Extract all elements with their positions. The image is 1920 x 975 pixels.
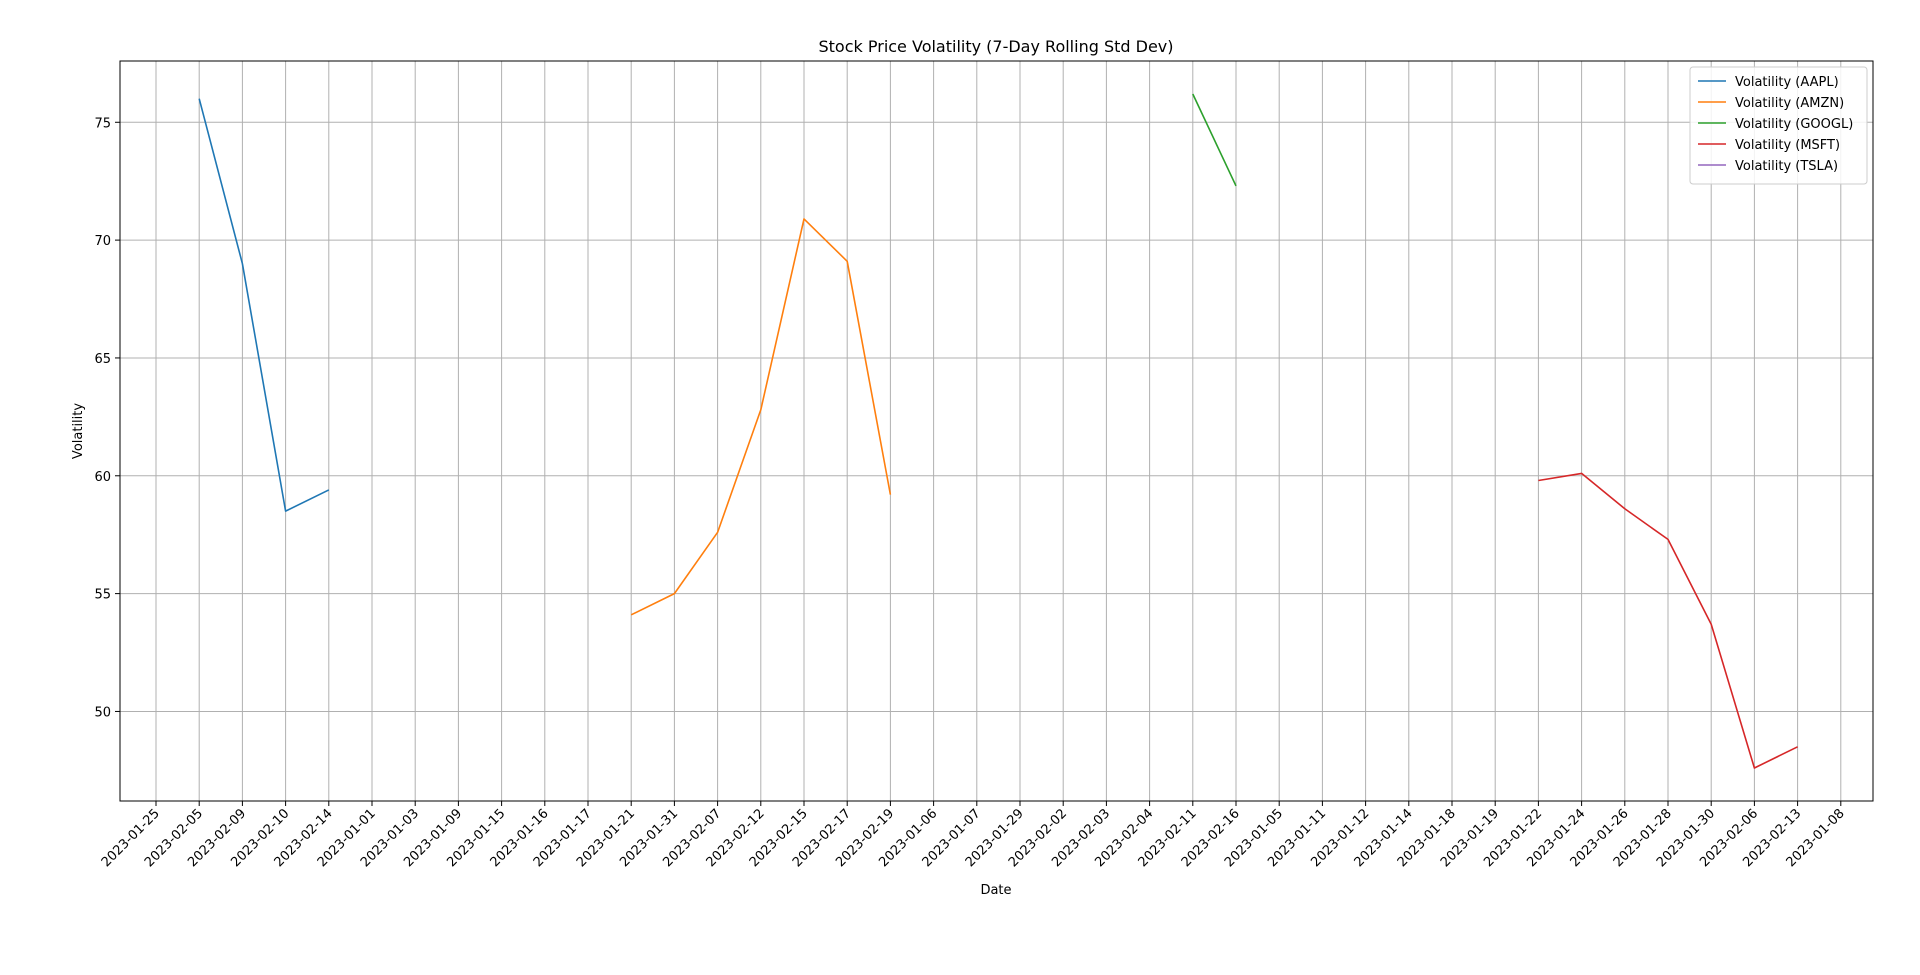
series-lines bbox=[198, 93, 1798, 769]
y-tick-label: 50 bbox=[94, 705, 111, 720]
y-tick-label: 65 bbox=[94, 352, 111, 367]
grid bbox=[120, 61, 1873, 801]
legend-label: Volatility (AAPL) bbox=[1735, 75, 1839, 90]
y-tick-label: 70 bbox=[94, 234, 111, 249]
chart-title: Stock Price Volatility (7-Day Rolling St… bbox=[819, 37, 1174, 56]
legend: Volatility (AAPL) Volatility (AMZN) Volati… bbox=[1689, 66, 1868, 185]
legend-label: Volatility (MSFT) bbox=[1735, 138, 1840, 153]
y-tick-label: 60 bbox=[94, 470, 111, 485]
y-tick-label: 55 bbox=[94, 588, 111, 603]
legend-label: Volatility (GOOGL) bbox=[1735, 117, 1853, 132]
series-line-volatility-aapl bbox=[198, 98, 330, 512]
y-tick-label: 75 bbox=[94, 116, 111, 131]
legend-box bbox=[1689, 66, 1868, 185]
plot-area bbox=[119, 60, 1874, 802]
y-axis-label: Volatility bbox=[71, 403, 86, 459]
series-line-volatility-msft bbox=[1538, 472, 1798, 769]
x-axis-label: Date bbox=[980, 883, 1011, 898]
series-line-volatility-amzn bbox=[630, 218, 892, 616]
x-axis: 2023-01-252023-02-052023-02-092023-02-10… bbox=[99, 801, 1848, 870]
legend-label: Volatility (TSLA) bbox=[1735, 159, 1838, 174]
y-axis: 50 55 60 65 70 75 bbox=[94, 116, 120, 720]
legend-label: Volatility (AMZN) bbox=[1735, 96, 1844, 111]
series-line-volatility-googl bbox=[1192, 93, 1237, 187]
